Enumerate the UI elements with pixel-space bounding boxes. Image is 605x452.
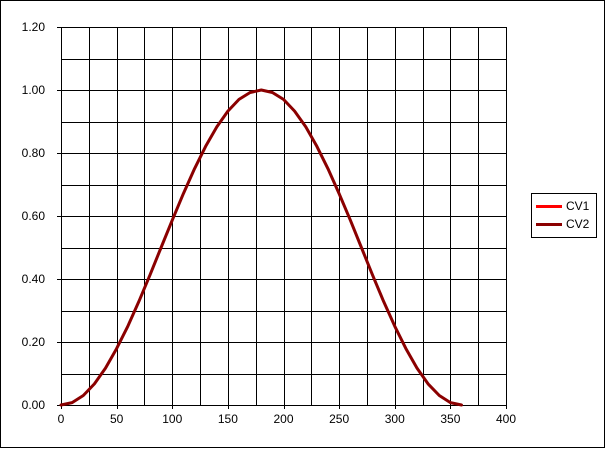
legend-label-cv1: CV1 <box>566 199 590 213</box>
y-tick-label: 0.20 <box>22 335 46 349</box>
x-tick-label: 50 <box>110 412 124 426</box>
x-tick-label: 350 <box>440 412 460 426</box>
y-tick-label: 0.60 <box>22 209 46 223</box>
x-tick-label: 0 <box>58 412 65 426</box>
x-tick-label: 150 <box>218 412 238 426</box>
legend-item-cv2: CV2 <box>536 216 594 232</box>
legend-swatch-cv1 <box>536 205 562 208</box>
legend-swatch-cv2 <box>536 223 562 226</box>
x-tick-label: 400 <box>496 412 516 426</box>
x-tick-label: 200 <box>273 412 293 426</box>
legend-label-cv2: CV2 <box>566 217 590 231</box>
legend: CV1 CV2 <box>531 193 597 238</box>
y-tick-label: 1.00 <box>22 83 46 97</box>
y-tick-label: 0.80 <box>22 146 46 160</box>
series-line-cv1 <box>60 89 463 406</box>
y-tick-label: 0.00 <box>22 398 46 412</box>
y-tick-label: 0.40 <box>22 272 46 286</box>
x-tick-label: 300 <box>385 412 405 426</box>
x-tick-label: 100 <box>162 412 182 426</box>
y-tick-label: 1.20 <box>22 20 46 34</box>
x-tick-label: 250 <box>329 412 349 426</box>
legend-item-cv1: CV1 <box>536 198 594 214</box>
series-line-cv2 <box>59 88 463 407</box>
